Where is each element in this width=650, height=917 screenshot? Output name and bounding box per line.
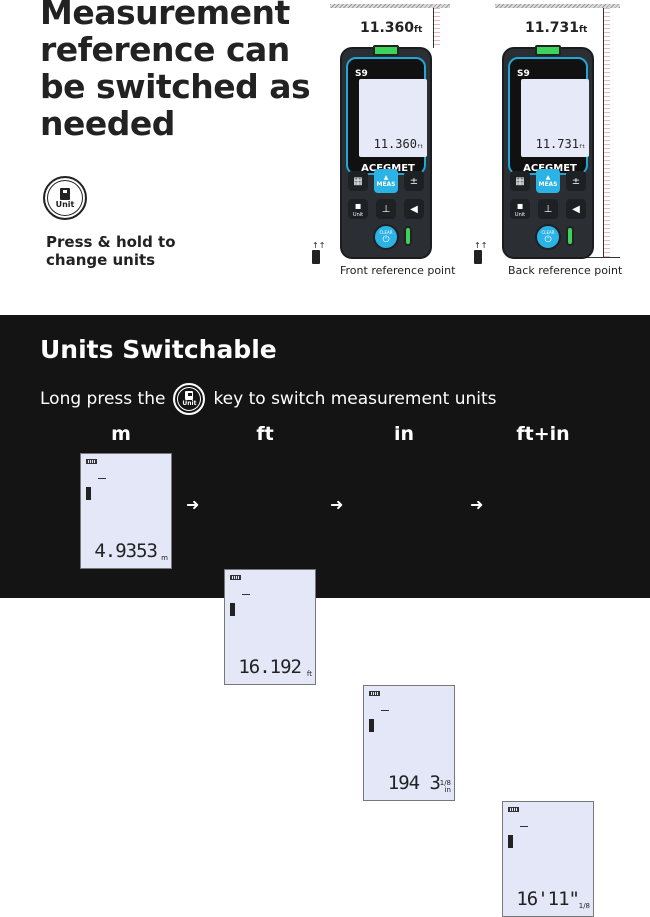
bubble-level-icon (373, 45, 399, 56)
device-glyph-icon (60, 187, 70, 200)
unit-key-label: Unit (182, 400, 197, 407)
reference-device-icon: ↑↑ (474, 242, 487, 264)
distance-icon (98, 478, 106, 479)
unit-button[interactable]: ▪ Unit (510, 199, 530, 219)
sound-button[interactable]: ◀ (404, 199, 424, 219)
display-value: 194 3 (387, 772, 441, 794)
battery-icon (369, 691, 380, 696)
screen-value: 11.731ft (535, 137, 585, 151)
reference-caption: Back reference point (508, 264, 623, 277)
reference-icon (230, 603, 235, 616)
ruler-back (603, 8, 610, 258)
unit-key-icon: Unit (173, 383, 206, 415)
reference-button[interactable]: ⊥ (376, 199, 396, 219)
reading-unit: ft (579, 25, 588, 35)
ceiling-line-back (495, 4, 620, 8)
battery-icon (230, 575, 241, 580)
plus-minus-button[interactable]: ± (566, 171, 586, 191)
arrow-icon: ➜ (186, 495, 200, 514)
display-value: 16'11" (516, 888, 580, 910)
instruction-after: key to switch measurement units (213, 389, 497, 409)
reference-icon (369, 719, 374, 732)
reference-icon (508, 835, 513, 848)
vertical-level-icon (566, 226, 574, 246)
model-label: S9 (355, 69, 368, 79)
unit-key-label: Unit (55, 199, 75, 209)
unit-label-2: in (393, 423, 415, 445)
unit-key-icon: Unit (43, 176, 87, 220)
reading-value: 11.731 (525, 20, 580, 36)
arrow-icon: ➜ (470, 495, 484, 514)
bubble-level-icon (535, 45, 561, 56)
arrow-icon: ➜ (330, 495, 344, 514)
distance-icon (520, 826, 528, 827)
battery-icon (86, 459, 97, 464)
unit-label-1: ft (256, 423, 274, 445)
press-hold-text: Press & hold to change units (46, 233, 176, 269)
lcd-screen: 11.360ft (359, 79, 427, 157)
plus-minus-button[interactable]: ± (404, 171, 424, 191)
reference-button[interactable]: ⊥ (538, 199, 558, 219)
headline: Measurement reference can be switched as… (40, 0, 311, 143)
instruction-before: Long press the (40, 389, 166, 409)
screen-value: 11.360ft (373, 137, 423, 151)
distance-icon (381, 710, 389, 711)
display-unit: 1/8 (578, 902, 590, 910)
distance-icon (242, 594, 250, 595)
floor-line (580, 257, 620, 258)
display-unit: ft (306, 670, 312, 678)
ceiling-line-front (330, 4, 450, 8)
function-button[interactable]: ▦ (348, 171, 368, 191)
ruler-front (433, 8, 440, 48)
lcd-display: 194 3 1/8 in (363, 685, 455, 801)
lcd-screen: 11.731ft (521, 79, 589, 157)
display-value: 16.192 (238, 656, 302, 678)
display-unit: 1/8 in (439, 779, 451, 794)
instruction: Long press the Unit key to switch measur… (40, 383, 497, 415)
units-title: Units Switchable (40, 335, 277, 364)
reference-device-icon: ↑↑ (312, 242, 325, 264)
unit-button[interactable]: ▪ Unit (348, 199, 368, 219)
clear-power-button[interactable]: CLEAR ⏻ (535, 224, 561, 250)
screen-frame: S9 11.731ft ACEGMET (508, 57, 589, 175)
display-value: 4.9353 (94, 540, 158, 562)
lcd-display: 16.192 ft (224, 569, 316, 685)
screen-frame: S9 11.360ft ACEGMET (346, 57, 427, 175)
reference-caption: Front reference point (340, 264, 456, 277)
reading-label: 11.360ft (360, 20, 422, 36)
display-unit: m (161, 554, 168, 562)
function-button[interactable]: ▦ (510, 171, 530, 191)
laser-measure-device: S9 11.731ft ACEGMET ▦ ▲MEAS ± ▪Unit ⊥ ◀ … (502, 45, 594, 259)
reference-icon (86, 487, 91, 500)
meas-button[interactable]: ▲ MEAS (536, 169, 560, 193)
clear-power-button[interactable]: CLEAR ⏻ (373, 224, 399, 250)
reading-value: 11.360 (360, 20, 415, 36)
unit-label-3: ft+in (516, 423, 570, 445)
laser-measure-device: S9 11.360ft ACEGMET ▦ ▲MEAS ± ▪Unit ⊥ ◀ … (340, 45, 432, 259)
lcd-display: 16'11" 1/8 (502, 801, 594, 917)
meas-button[interactable]: ▲ MEAS (374, 169, 398, 193)
device-glyph-icon (185, 391, 194, 400)
battery-icon (508, 807, 519, 812)
model-label: S9 (517, 69, 530, 79)
sound-button[interactable]: ◀ (566, 199, 586, 219)
brand-label: ACEGMET (506, 163, 594, 174)
brand-label: ACEGMET (344, 163, 432, 174)
unit-label-0: m (111, 423, 131, 445)
reading-unit: ft (414, 25, 423, 35)
lcd-display: 4.9353 m (80, 453, 172, 569)
reading-label: 11.731ft (525, 20, 587, 36)
units-section: Units Switchable Long press the Unit key… (0, 315, 650, 917)
vertical-level-icon (404, 226, 412, 246)
